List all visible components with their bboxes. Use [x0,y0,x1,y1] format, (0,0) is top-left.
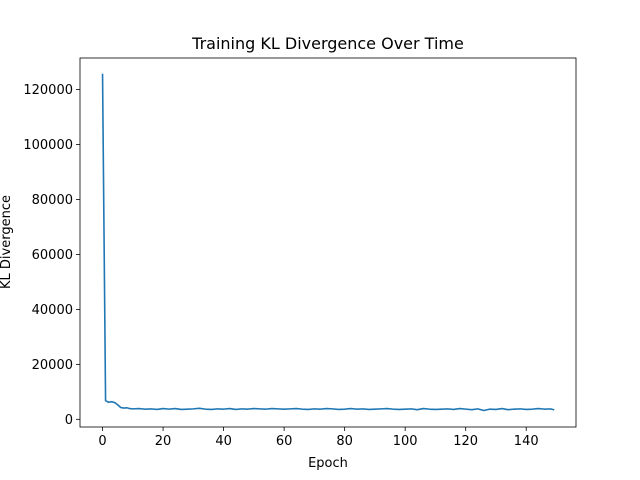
x-tick-label: 80 [336,434,353,449]
chart-title: Training KL Divergence Over Time [191,34,464,53]
x-tick-label: 140 [514,434,539,449]
x-tick-label: 40 [215,434,232,449]
x-tick-label: 120 [453,434,478,449]
y-tick-label: 60000 [32,248,73,263]
x-axis: 0 20 40 60 80 100 120 140 [98,427,539,449]
y-tick-label: 20000 [32,358,73,373]
y-tick-label: 100000 [23,138,73,153]
series-layer [101,73,555,412]
y-tick-label: 120000 [23,83,73,98]
y-axis-label: KL Divergence [0,195,14,289]
x-tick-label: 0 [98,434,106,449]
y-tick-label: 80000 [32,193,73,208]
y-tick-label: 40000 [32,303,73,318]
x-tick-label: 20 [155,434,172,449]
x-tick-label: 60 [276,434,293,449]
plot-area-frame [79,57,577,428]
x-axis-label: Epoch [308,456,348,471]
y-axis: 0 20000 40000 60000 80000 100000 120000 [23,83,80,428]
kl-divergence-series-line [101,73,555,412]
y-tick-label: 0 [65,413,73,428]
x-tick-label: 100 [393,434,418,449]
